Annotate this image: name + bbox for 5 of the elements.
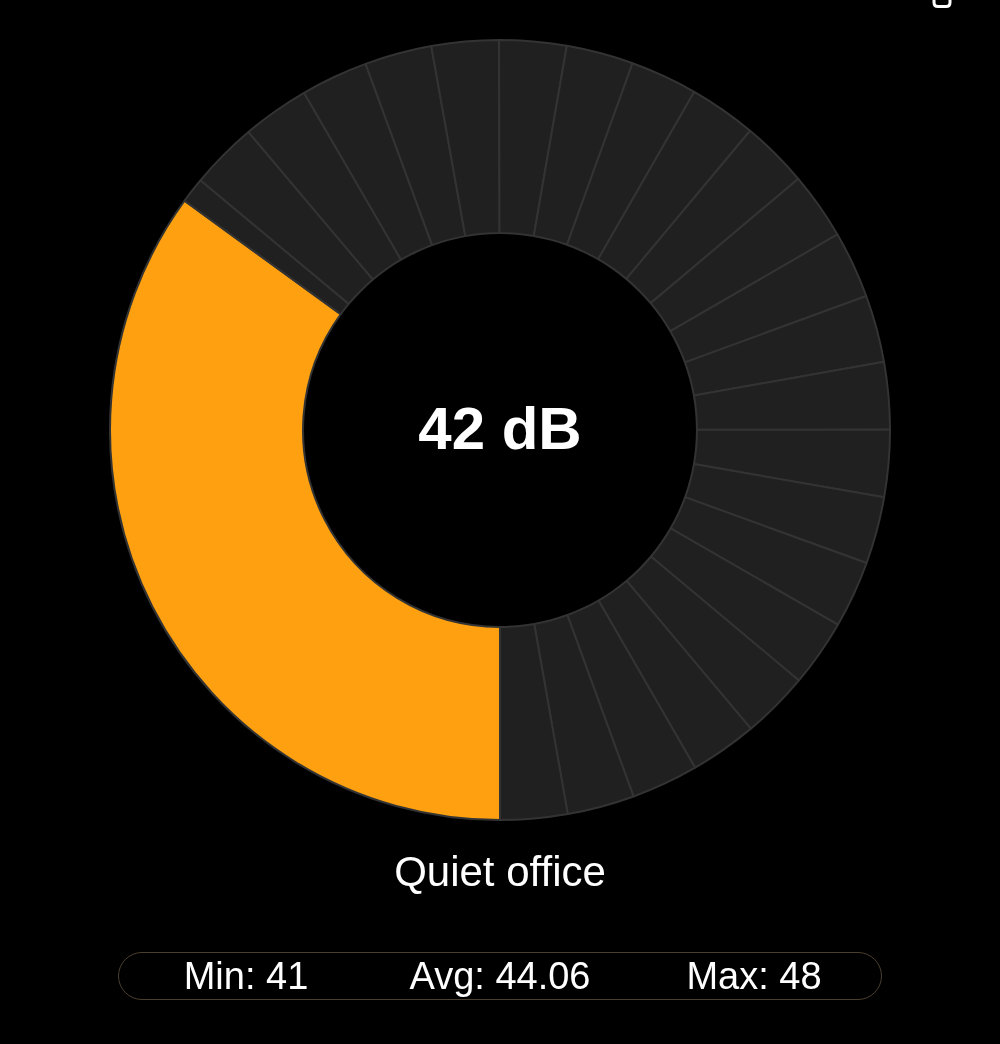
text: Min: 41	[182, 954, 310, 999]
text: Avg: 44.06	[408, 954, 592, 999]
text: Max: 48	[685, 954, 823, 999]
text: Quiet office	[393, 847, 607, 897]
text: 42 dB	[417, 394, 583, 464]
